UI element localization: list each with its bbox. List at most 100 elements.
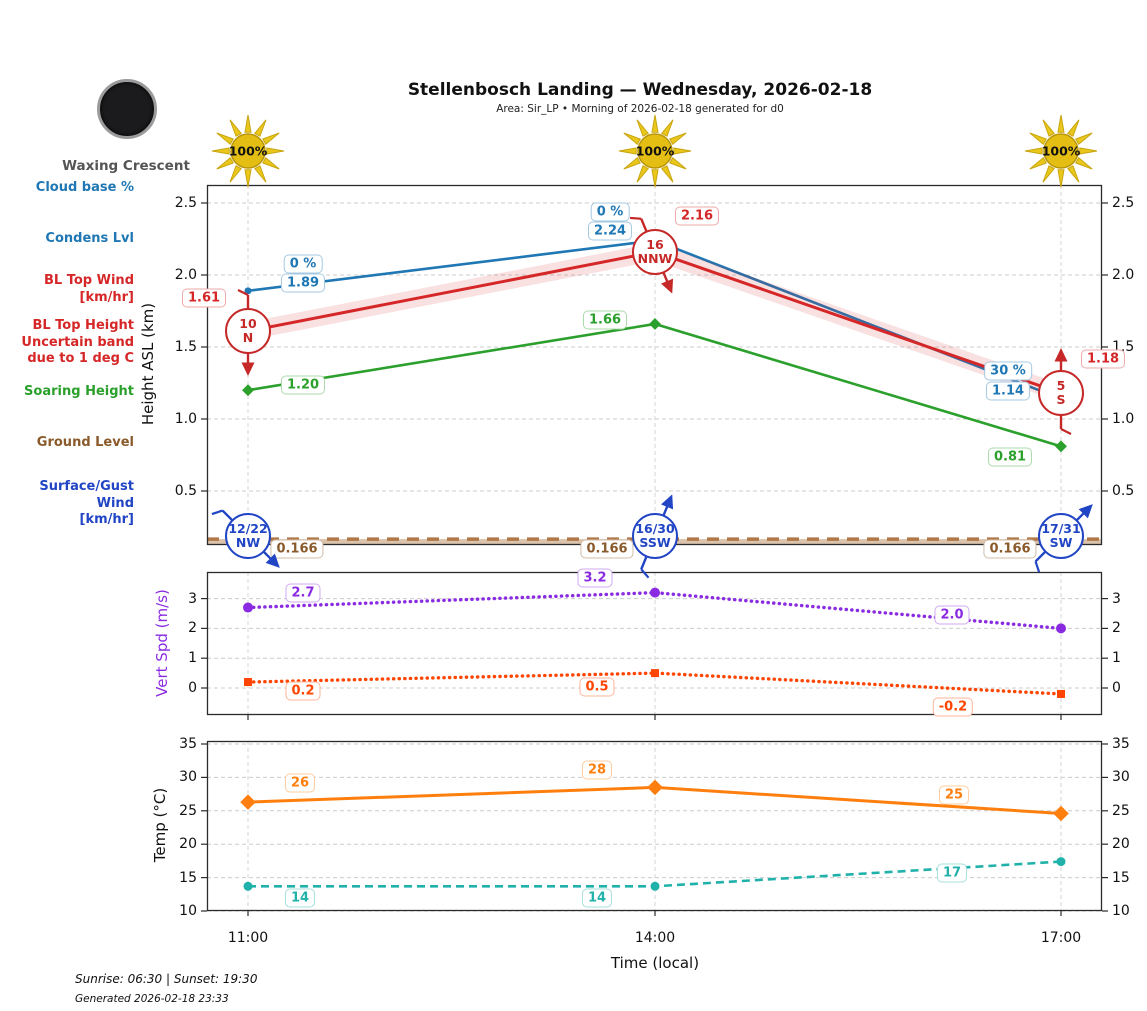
value-label: 2.0 <box>934 605 970 625</box>
moon-phase-label: Waxing Crescent <box>62 158 190 174</box>
y-tick-label: 10 <box>1112 903 1130 919</box>
wind-speed-circle: 5 S <box>1038 370 1084 417</box>
y-tick-label: 15 <box>179 869 197 886</box>
y-tick-label: 20 <box>1112 836 1130 853</box>
value-label: 2.7 <box>285 583 321 603</box>
value-label: 26 <box>284 773 316 793</box>
value-label: 0 % <box>283 254 323 274</box>
series-label-condens-lvl: Condens Lvl <box>45 231 134 246</box>
value-label: -0.2 <box>932 697 974 717</box>
value-label: 28 <box>581 760 613 780</box>
wind-direction: SSW <box>639 535 671 550</box>
page-title: Stellenbosch Landing — Wednesday, 2026-0… <box>407 80 873 100</box>
x-tick-label: 11:00 <box>227 930 269 946</box>
sun-graphic: 100% <box>618 114 692 188</box>
value-label: 0.166 <box>270 539 324 559</box>
value-label: 0 % <box>590 202 630 222</box>
wind-direction: NW <box>235 535 261 550</box>
y-tick-label: 30 <box>179 769 197 786</box>
y-tick-label: 20 <box>179 836 197 853</box>
y-tick-label: 0.5 <box>1112 483 1135 499</box>
value-label: 1.14 <box>985 381 1031 401</box>
sun-graphic: 100% <box>1024 114 1098 188</box>
wind-direction: NNW <box>637 250 673 266</box>
x-tick-label: 17:00 <box>1040 930 1082 946</box>
value-label: 1.20 <box>280 375 326 395</box>
wind-speed: 17/31 <box>1041 521 1081 536</box>
wind-speed-circle: 10 N <box>225 308 271 355</box>
series-label-bl-top-height: BL Top Height Uncertain band due to 1 de… <box>21 318 134 366</box>
y-tick-label: 35 <box>179 736 197 752</box>
y-tick-label: 25 <box>1112 802 1130 819</box>
sun-percentage: 100% <box>229 144 268 159</box>
y-tick-label: 10 <box>179 903 197 919</box>
page-subtitle: Area: Sir_LP • Morning of 2026-02-18 gen… <box>496 103 784 115</box>
y-tick-label: 1 <box>188 650 197 667</box>
sun-percentage: 100% <box>636 144 675 159</box>
y-tick-label: 35 <box>1112 736 1130 752</box>
series-label-surface-wind: Surface/Gust Wind [km/hr] <box>39 479 134 527</box>
wind-speed-circle: 17/31 SW <box>1038 513 1084 559</box>
y-tick-label: 1.0 <box>174 411 197 427</box>
y-tick-label: 0.5 <box>174 483 197 499</box>
y-tick-label: 2.5 <box>1112 195 1135 211</box>
wind-speed: 16/30 <box>635 521 675 536</box>
x-tick-label: 14:00 <box>634 930 676 946</box>
y-tick-label: 3 <box>1112 590 1121 607</box>
y-tick-label: 3 <box>188 590 197 607</box>
y-tick-label: 25 <box>179 802 197 819</box>
y-tick-label: 0 <box>188 680 197 696</box>
value-label: 30 % <box>984 361 1032 381</box>
wind-speed-circle: 12/22 NW <box>225 513 271 559</box>
value-label: 1.18 <box>1080 349 1126 369</box>
sunrise-sunset-note: Sunrise: 06:30 | Sunset: 19:30 <box>75 972 258 986</box>
value-label: 17 <box>936 863 968 883</box>
y-tick-label: 1.5 <box>174 339 197 355</box>
moon-phase-icon <box>97 79 157 139</box>
wind-speed: 12/22 <box>228 521 268 536</box>
y-tick-label: 2 <box>188 620 197 637</box>
series-label-ground-level: Ground Level <box>36 435 134 450</box>
wind-speed: 16 <box>646 236 664 252</box>
wind-speed: 10 <box>239 316 257 332</box>
y-tick-label: 2.0 <box>174 267 197 283</box>
value-label: 0.166 <box>983 539 1037 559</box>
y-tick-label: 1 <box>1112 650 1121 667</box>
wind-speed: 5 <box>1056 378 1066 394</box>
chart-panel-vertspd <box>201 571 1108 720</box>
value-label: 0.81 <box>987 447 1033 467</box>
y-tick-label: 30 <box>1112 769 1130 786</box>
y-tick-label: 2.5 <box>174 195 197 211</box>
value-label: 14 <box>284 888 316 908</box>
y-tick-label: 0 <box>1112 680 1121 696</box>
wind-speed-circle: 16 NNW <box>632 228 678 275</box>
value-label: 1.89 <box>280 273 326 293</box>
series-label-bl-top-wind: BL Top Wind [km/hr] <box>44 273 134 305</box>
y-tick-label: 15 <box>1112 869 1130 886</box>
value-label: 0.166 <box>580 539 634 559</box>
wind-direction: N <box>242 330 254 346</box>
wind-speed-circle: 16/30 SSW <box>632 513 678 559</box>
series-label-cloud-base: Cloud base % <box>35 180 134 195</box>
y-tick-label: 2 <box>1112 620 1121 637</box>
value-label: 25 <box>938 785 970 805</box>
chart-panel-temps <box>201 740 1108 916</box>
value-label: 2.16 <box>674 206 720 226</box>
sun-percentage: 100% <box>1042 144 1081 159</box>
wind-direction: S <box>1056 392 1066 408</box>
sun-graphic: 100% <box>211 114 285 188</box>
wind-direction: SW <box>1049 535 1073 550</box>
value-label: 2.24 <box>587 221 633 241</box>
y-tick-label: 2.0 <box>1112 267 1135 283</box>
y-tick-label: 1.0 <box>1112 411 1135 427</box>
series-label-soaring-height: Soaring Height <box>24 384 134 399</box>
value-label: 1.66 <box>582 310 628 330</box>
value-label: 0.5 <box>579 677 615 697</box>
generated-note: Generated 2026-02-18 23:33 <box>75 993 229 1005</box>
value-label: 0.2 <box>285 681 321 701</box>
value-label: 3.2 <box>577 568 613 588</box>
x-axis-label: Time (local) <box>610 954 700 972</box>
value-label: 14 <box>581 888 613 908</box>
value-label: 1.61 <box>181 288 227 308</box>
